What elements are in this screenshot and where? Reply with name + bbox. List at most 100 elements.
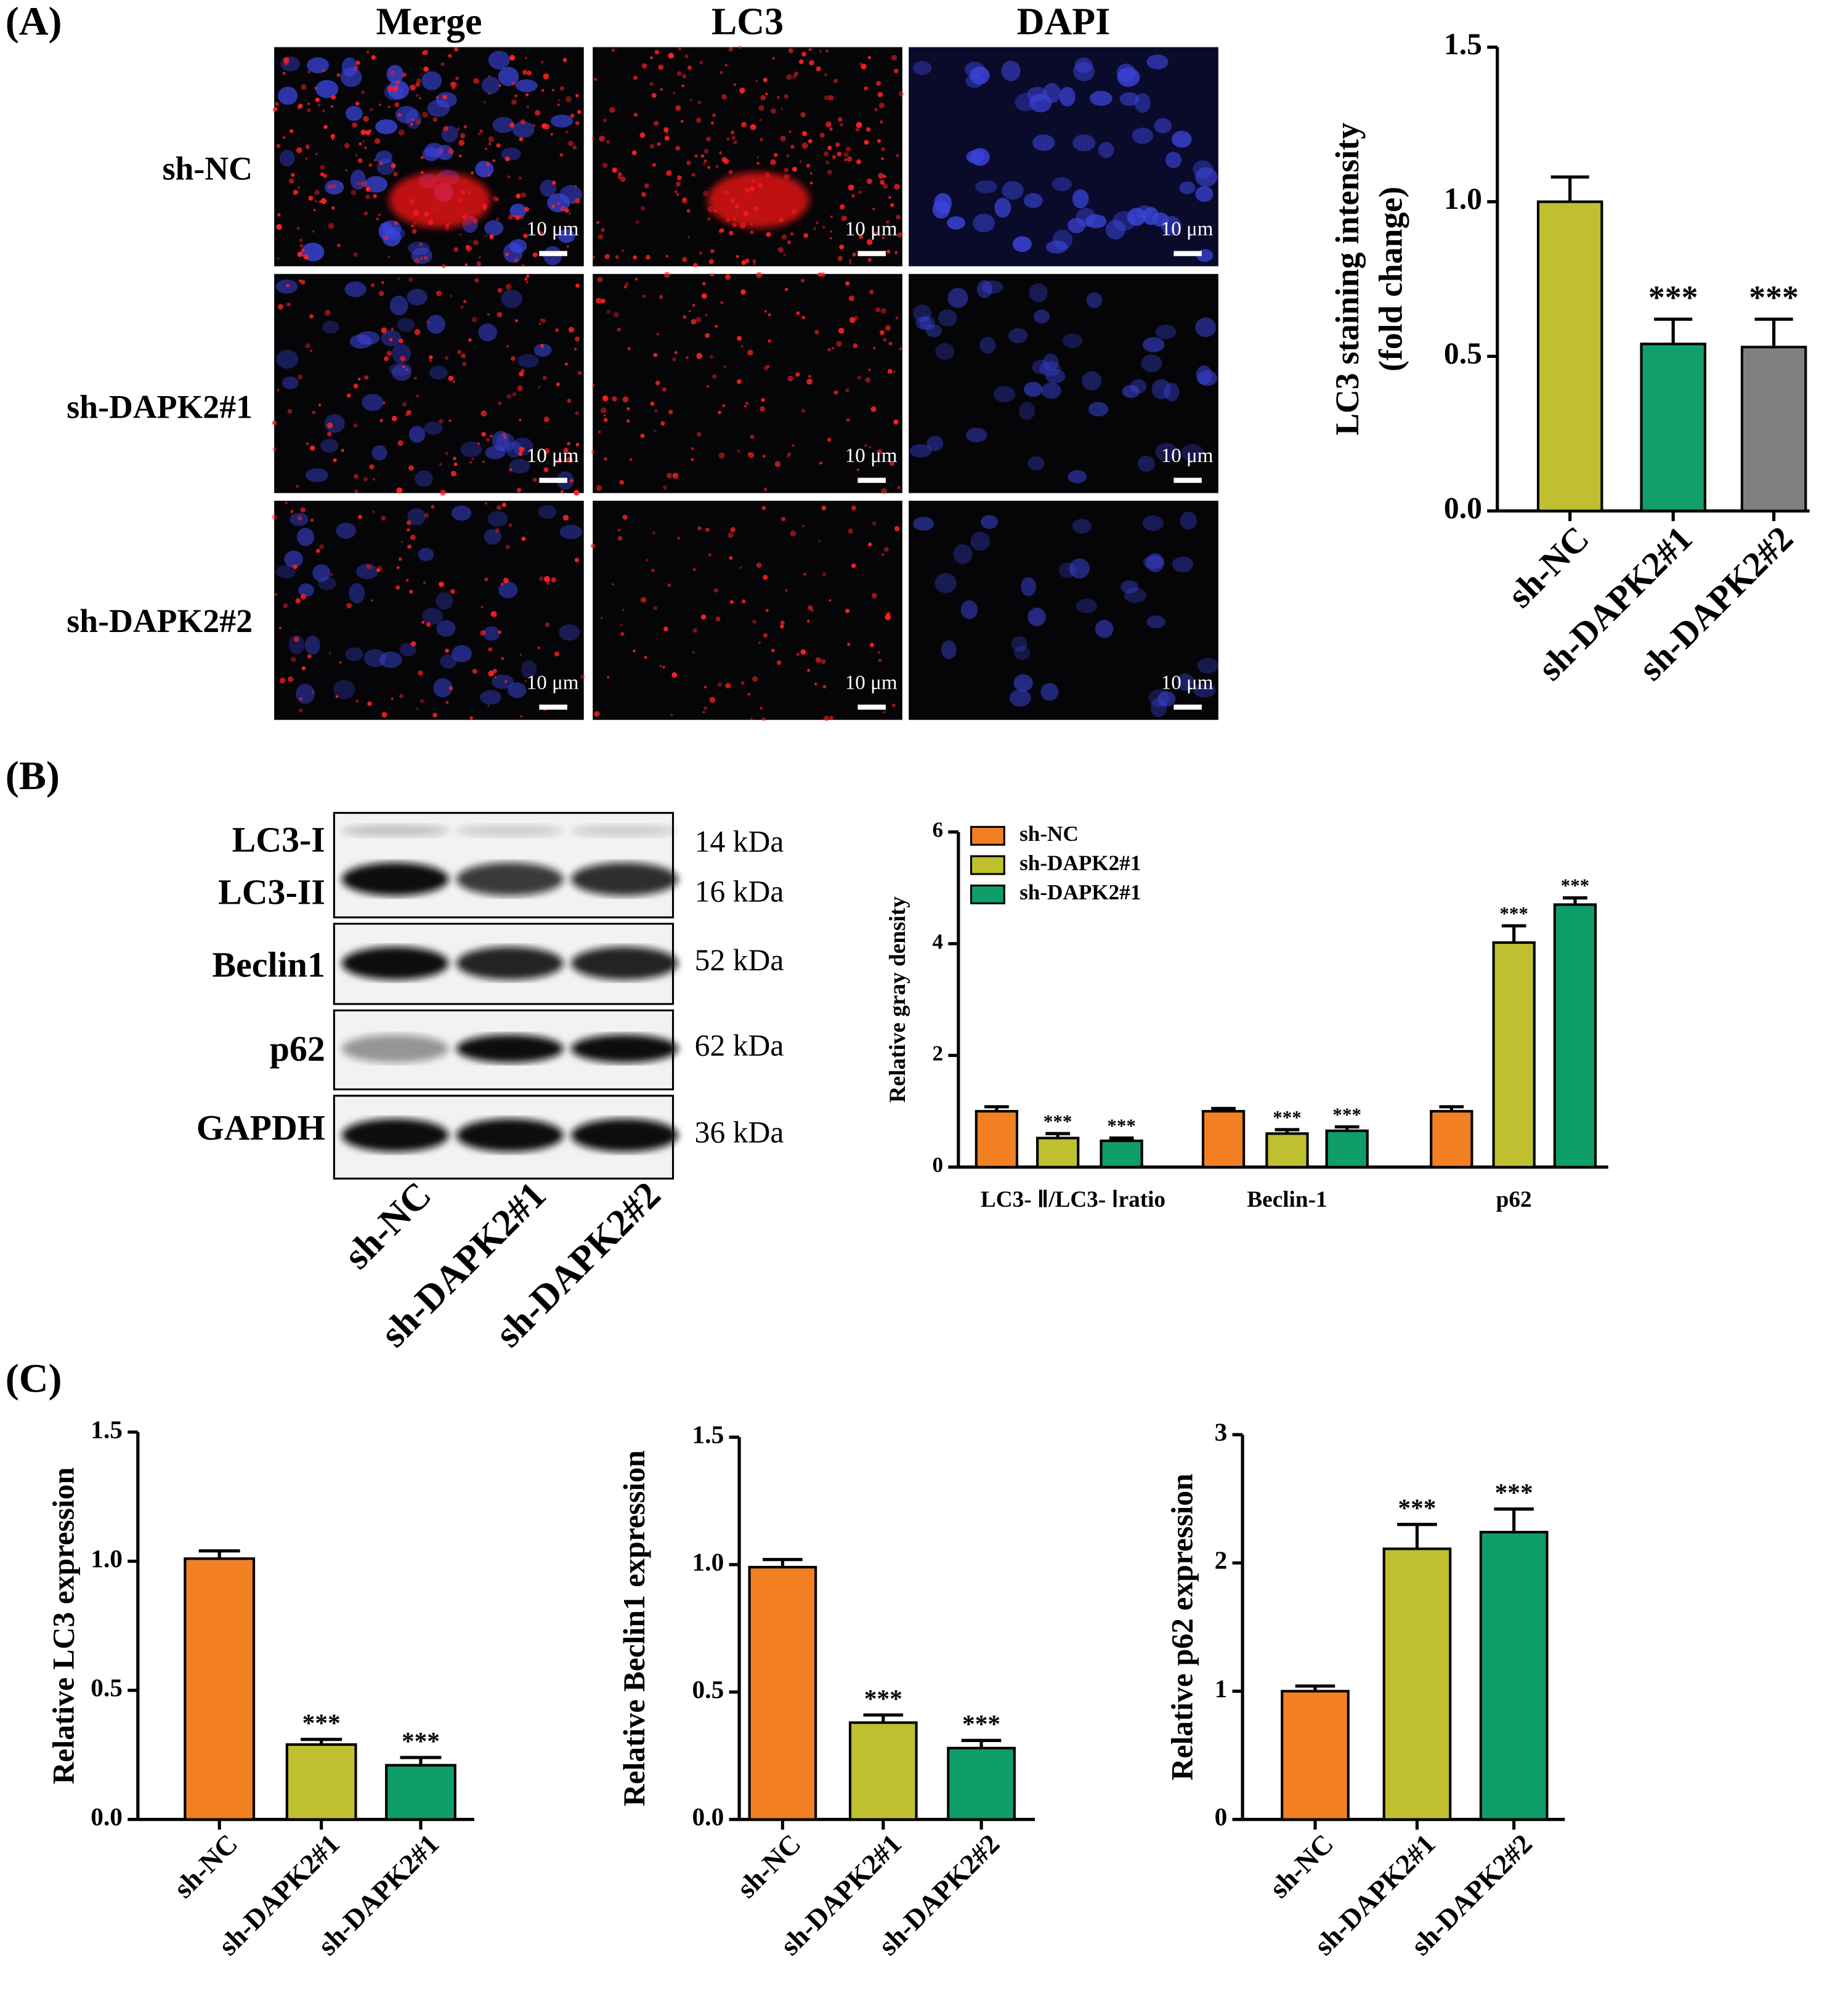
lc3-puncta: [376, 568, 381, 572]
lc3-puncta: [538, 322, 541, 325]
lc3-puncta: [310, 518, 314, 522]
lc3-puncta: [411, 118, 414, 121]
lc3-puncta: [887, 368, 893, 374]
lc3-puncta: [514, 318, 519, 323]
lc3-puncta: [750, 717, 753, 720]
lc3-puncta: [299, 238, 303, 243]
scale-bar: [857, 704, 886, 710]
lc3-puncta: [710, 273, 714, 277]
lc3-puncta: [622, 514, 628, 520]
legend-swatch: [970, 855, 1005, 875]
lc3-puncta: [285, 501, 288, 505]
lc3-puncta: [336, 73, 341, 77]
lc3-puncta: [872, 208, 875, 211]
lc3-puncta: [390, 70, 395, 76]
lc3-puncta: [790, 144, 795, 149]
lc3-puncta: [709, 355, 713, 359]
lc3-puncta: [713, 588, 718, 593]
lc3-puncta: [453, 462, 458, 466]
lc3-puncta: [315, 548, 320, 553]
lc3-puncta: [283, 603, 288, 609]
lc3-puncta: [618, 536, 623, 541]
lc3-puncta: [458, 154, 462, 158]
lc3-puncta: [485, 148, 487, 150]
lc3-puncta: [518, 452, 523, 456]
lc3-puncta: [436, 96, 439, 99]
nucleus: [276, 565, 296, 578]
lc3-puncta: [687, 65, 692, 70]
lc3-puncta: [808, 375, 811, 378]
lc3-puncta: [459, 233, 462, 236]
lc3-puncta: [472, 240, 479, 246]
lc3-puncta: [649, 144, 655, 149]
lc3-puncta: [551, 577, 556, 583]
lc3-puncta: [278, 304, 284, 310]
band-label: LC3-II: [218, 872, 325, 912]
nucleus: [1195, 186, 1214, 202]
lc3-puncta: [496, 312, 503, 318]
nucleus: [407, 508, 426, 525]
nucleus: [349, 583, 365, 604]
lc3-puncta: [725, 683, 731, 689]
lc3-puncta: [305, 144, 310, 149]
nucleus: [280, 56, 301, 71]
lc3-puncta: [609, 107, 615, 113]
lc3-puncta: [592, 384, 595, 387]
lc3-puncta: [814, 682, 817, 686]
lc3-puncta: [827, 437, 832, 442]
lc3-puncta: [873, 347, 876, 350]
lc3-puncta: [627, 347, 631, 351]
lc3-puncta: [811, 609, 814, 612]
lc3-puncta: [500, 582, 504, 586]
lc3-puncta: [391, 415, 397, 421]
lc3-puncta: [543, 576, 550, 582]
scale-bar-label: 10 μm: [527, 671, 579, 694]
lc3-puncta: [323, 124, 328, 129]
lc3-puncta: [753, 262, 756, 265]
lc3-puncta: [516, 193, 521, 199]
lc3-puncta: [672, 357, 676, 362]
lc3-puncta: [365, 187, 371, 192]
nucleus: [913, 516, 934, 531]
lc3-puncta: [399, 338, 403, 344]
lc3-puncta: [898, 91, 904, 97]
lc3-puncta: [410, 641, 416, 647]
lc3-puncta: [422, 51, 426, 55]
lc3-puncta: [308, 195, 314, 201]
nucleus: [356, 564, 378, 580]
lc3-puncta: [776, 95, 780, 99]
nucleus: [312, 564, 331, 582]
nucleus: [407, 288, 428, 306]
lc3-puncta: [740, 345, 744, 348]
lc3-puncta: [786, 154, 790, 158]
lc3-puncta: [364, 146, 367, 150]
lc3-puncta: [572, 201, 575, 204]
nucleus: [1193, 683, 1216, 698]
nucleus: [1059, 86, 1076, 107]
x-tick-label: LC3- Ⅱ/LC3- Ⅰratio: [981, 1187, 1165, 1212]
lc3-puncta: [389, 338, 393, 342]
lc3-puncta: [537, 646, 540, 649]
lc3-puncta: [712, 374, 717, 379]
lc3-puncta: [498, 630, 502, 634]
nucleus: [506, 441, 522, 458]
lc3-puncta: [702, 162, 706, 165]
lc3-puncta: [852, 253, 856, 257]
lc3-puncta: [837, 152, 842, 156]
lc3-puncta: [288, 676, 294, 683]
nucleus: [1095, 620, 1114, 638]
micrograph: 10 μm: [909, 47, 1218, 267]
lc3-puncta: [374, 138, 381, 144]
lc3-puncta: [662, 666, 665, 669]
nucleus: [333, 679, 355, 700]
lc3-puncta: [456, 127, 460, 131]
y-tick-label: 1.0: [91, 1544, 123, 1573]
lc3-puncta: [495, 528, 500, 533]
nucleus: [1027, 86, 1048, 102]
lc3-puncta: [538, 386, 541, 389]
lc3-puncta: [875, 307, 880, 312]
lc3-puncta: [809, 60, 814, 66]
lc3-puncta: [781, 234, 787, 240]
lc3-puncta: [899, 347, 902, 351]
nucleus: [912, 304, 932, 322]
